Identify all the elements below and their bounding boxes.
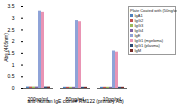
html-text:IgG1 (plasma): IgG1 (plasma) [134, 43, 160, 48]
html-text:IgE: IgE [134, 33, 141, 38]
html-text:IgG4: IgG4 [134, 28, 144, 33]
svg-text:2.5: 2.5 [8, 27, 15, 33]
svg-text:Abs (405nm): Abs (405nm) [3, 33, 9, 62]
html-text:IgG2: IgG2 [134, 18, 144, 23]
svg-text:1: 1 [12, 62, 15, 68]
svg-text:1.5: 1.5 [7, 50, 15, 56]
html-text:IgG1 (myeloma): IgG1 (myeloma) [134, 38, 164, 43]
svg-text:3: 3 [12, 15, 15, 21]
svg-text:anti-human IgE clone# RM122 (p: anti-human IgE clone# RM122 (primary Ab) [27, 98, 123, 104]
html-text:IgM: IgM [134, 48, 142, 53]
svg-text:2: 2 [12, 38, 15, 44]
svg-text:3.5: 3.5 [8, 3, 15, 9]
svg-text:0.5: 0.5 [8, 73, 15, 79]
svg-text:0: 0 [12, 85, 15, 91]
html-text:IgA1: IgA1 [134, 13, 143, 18]
html-text:IgG3: IgG3 [134, 23, 144, 28]
